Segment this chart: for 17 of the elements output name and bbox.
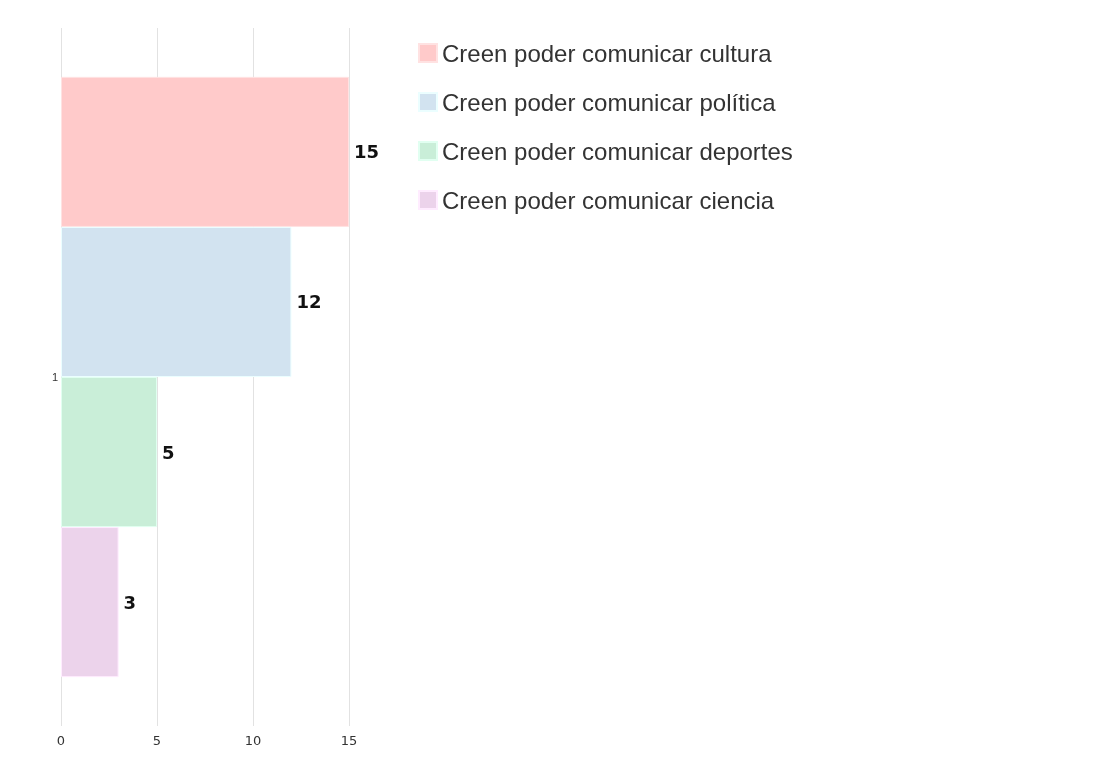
legend-label: Creen poder comunicar ciencia [442, 186, 775, 214]
x-tick-label: 10 [244, 733, 262, 748]
bar [61, 226, 292, 377]
x-tick-label: 15 [340, 733, 358, 748]
y-tick-label: 1 [51, 371, 58, 383]
x-tick-label: 5 [152, 733, 162, 748]
bar [61, 527, 119, 678]
data-label: 15 [354, 141, 380, 163]
legend-label: Creen poder comunicar cultura [442, 39, 773, 67]
x-tick-label: 0 [56, 733, 66, 748]
data-label: 3 [123, 591, 137, 613]
data-label: 5 [162, 441, 175, 463]
bar [61, 76, 349, 227]
legend-label: Creen poder comunicar política [442, 88, 777, 116]
legend-label: Creen poder comunicar deportes [442, 137, 793, 165]
data-label: 12 [296, 291, 322, 313]
bar [61, 377, 157, 528]
